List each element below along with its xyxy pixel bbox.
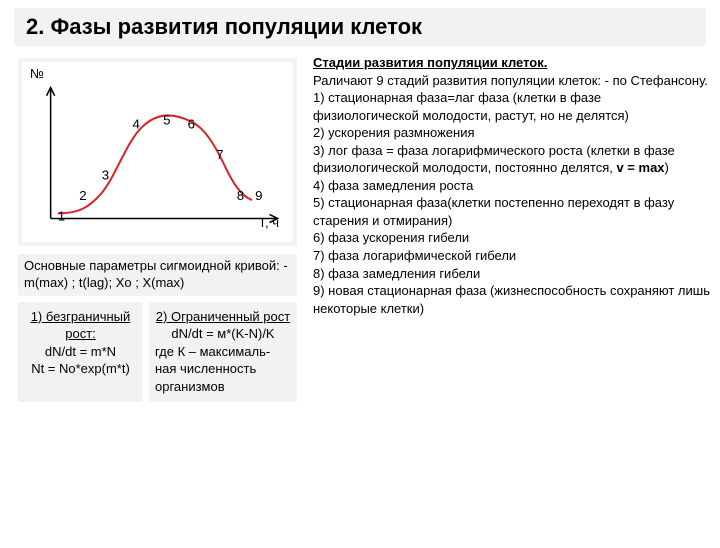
y-axis-label: № [30,66,44,81]
stage-3b: v = max [616,160,664,175]
stage-2: 2) ускорения размножения [313,125,475,140]
stages-subtitle: Стадии развития популяции клеток. [313,55,547,70]
limited-growth-eq1: dN/dt = м*(K-N)/K [155,325,291,343]
content-area: 12 3 4 5 6 7 89 № T, ч Основные параметры сигм… [0,54,720,402]
svg-text:7: 7 [216,147,223,162]
limited-growth-line3: ная численность [155,361,256,376]
sigmoid-params: Основные параметры сигмоидной кривой: - … [18,254,297,296]
stage-8: 8) фаза замедления гибели [313,266,480,281]
svg-text:8: 8 [237,188,244,203]
unlimited-growth-title: 1) безграничный рост: [31,309,131,342]
limited-growth-line2: где К – максималь- [155,344,270,359]
stage-6: 6) фаза ускорения гибели [313,230,469,245]
limited-growth-title: 2) Ограниченный рост [155,308,291,326]
limited-growth-line4: организмов [155,379,225,394]
svg-text:6: 6 [188,116,195,131]
unlimited-growth-box: 1) безграничный рост: dN/dt = m*N Nt = N… [18,302,143,402]
x-axis-label: T, ч [259,215,280,230]
chart-container: 12 3 4 5 6 7 89 № T, ч [18,58,297,246]
left-column: 12 3 4 5 6 7 89 № T, ч Основные параметры сигм… [10,54,305,402]
stage-4: 4) фаза замедления роста [313,178,473,193]
svg-text:4: 4 [132,116,139,131]
stage-5: 5) стационарная фаза(клетки постепенно п… [313,195,674,228]
chart: 12 3 4 5 6 7 89 № T, ч [22,62,293,242]
svg-text:1: 1 [58,209,65,224]
right-column: Стадии развития популяции клеток. Ралича… [305,54,710,402]
stage-1: 1) стационарная фаза=лаг фаза (клетки в … [313,90,629,123]
unlimited-growth-eq1: dN/dt = m*N [45,344,116,359]
stage-7: 7) фаза логарифмической гибели [313,248,516,263]
limited-growth-box: 2) Ограниченный рост dN/dt = м*(K-N)/K г… [149,302,297,402]
stages-intro: Раличают 9 стадий развития популяции кле… [313,73,708,88]
svg-text:2: 2 [79,188,86,203]
unlimited-growth-eq2: Nt = No*exp(m*t) [31,361,130,376]
svg-text:3: 3 [102,168,109,183]
growth-models-row: 1) безграничный рост: dN/dt = m*N Nt = N… [18,302,297,402]
svg-text:5: 5 [163,112,170,127]
growth-curve-chart: 12 3 4 5 6 7 89 [22,62,293,242]
stage-9: 9) новая стационарная фаза (жизнеспособн… [313,283,710,316]
stage-3c: ) [665,160,669,175]
svg-text:9: 9 [255,188,262,203]
page-title: 2. Фазы развития популяции клеток [14,8,706,46]
